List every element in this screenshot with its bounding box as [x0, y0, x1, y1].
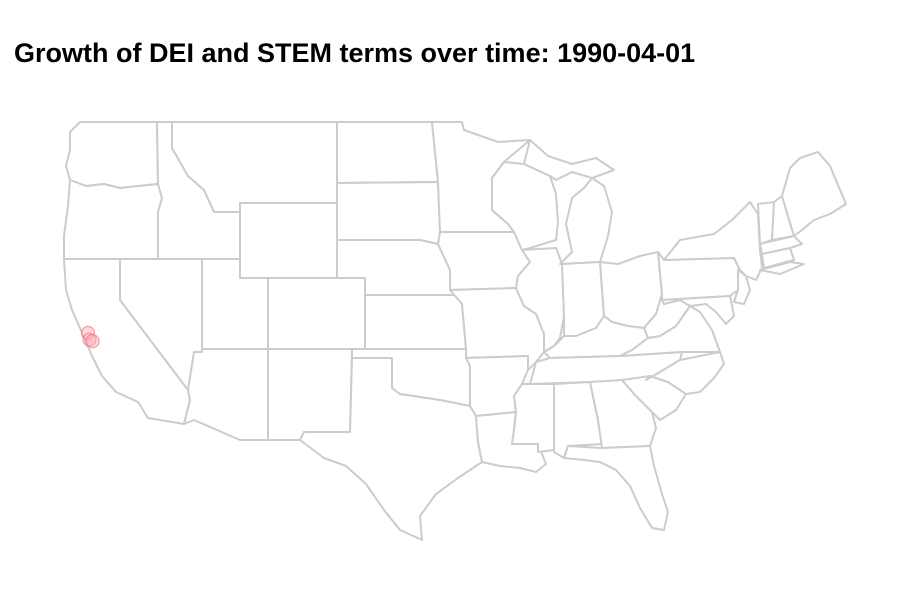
state-arizona — [183, 348, 269, 441]
state-florida — [563, 445, 669, 531]
state-oregon — [63, 179, 163, 260]
state-connecticut — [761, 247, 795, 269]
state-new-york — [663, 201, 763, 281]
state-south-dakota — [336, 181, 441, 245]
state-mississippi — [511, 383, 555, 453]
state-michigan — [559, 177, 613, 265]
state-massachusetts — [759, 235, 803, 255]
state-texas — [299, 357, 483, 541]
state-colorado — [267, 277, 366, 350]
page-title: Growth of DEI and STEM terms over time: … — [14, 38, 696, 68]
state-maryland — [661, 295, 735, 325]
state-boundaries — [63, 121, 847, 541]
state-north-dakota — [336, 121, 439, 184]
state-maine — [781, 151, 847, 237]
state-michigan-upper — [523, 139, 615, 181]
state-new-mexico — [267, 348, 353, 441]
state-north-carolina — [645, 351, 725, 395]
state-washington — [65, 121, 159, 189]
marker-layer — [80, 325, 100, 349]
state-wyoming — [239, 202, 338, 279]
bay-area-marker-3 — [85, 334, 100, 349]
state-kansas — [364, 294, 467, 350]
